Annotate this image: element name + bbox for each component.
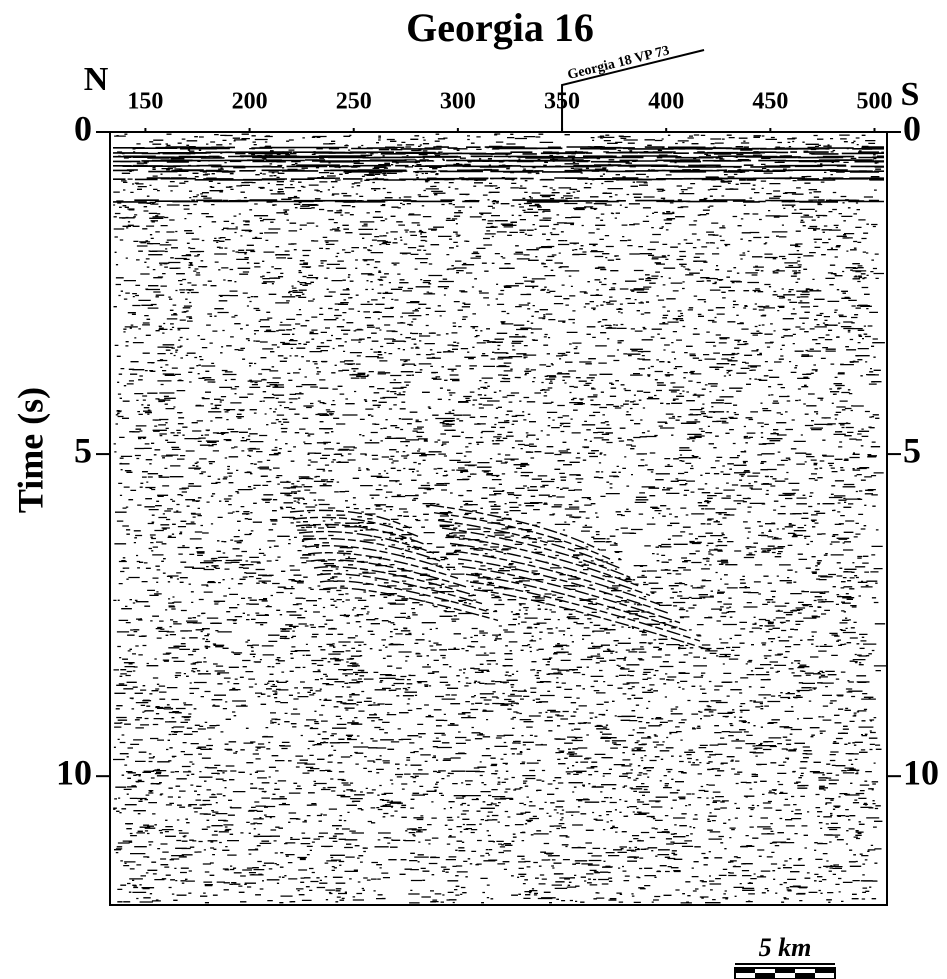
scale-bar-check <box>755 973 775 979</box>
seismic-traces <box>113 133 888 904</box>
annotation-line <box>561 49 705 132</box>
y-tick-label-left: 5 <box>74 430 92 470</box>
x-tick-label: 200 <box>232 89 268 115</box>
x-tick-label: 300 <box>440 89 476 115</box>
x-tick-label: 250 <box>336 89 372 115</box>
x-tick-label: 450 <box>752 89 788 115</box>
scale-bar-label: 5 km <box>759 933 812 962</box>
y-axis-label: Time (s) <box>10 387 50 513</box>
chart-title: Georgia 16 <box>406 5 594 50</box>
trace-noise <box>113 133 888 904</box>
north-label: N <box>84 61 109 98</box>
scale-bar <box>734 963 836 979</box>
scale-bar-check <box>735 968 755 973</box>
x-tick-label: 400 <box>648 89 684 115</box>
south-label: S <box>901 76 920 113</box>
y-tick-label-right: 10 <box>903 752 939 792</box>
y-tick-label-right: 5 <box>903 430 921 470</box>
plot-frame <box>109 131 888 906</box>
scale-bar-check <box>775 968 795 973</box>
y-tick-label-right: 0 <box>903 108 921 148</box>
trace-shallow <box>113 146 884 203</box>
y-tick-label-left: 0 <box>74 108 92 148</box>
y-tick-label-left: 10 <box>56 752 92 792</box>
x-tick-label: 150 <box>127 89 163 115</box>
scale-bar-check <box>795 973 815 979</box>
trace-reflections <box>289 504 711 651</box>
scale-bar-check <box>815 968 835 973</box>
x-tick-label: 500 <box>857 89 893 115</box>
